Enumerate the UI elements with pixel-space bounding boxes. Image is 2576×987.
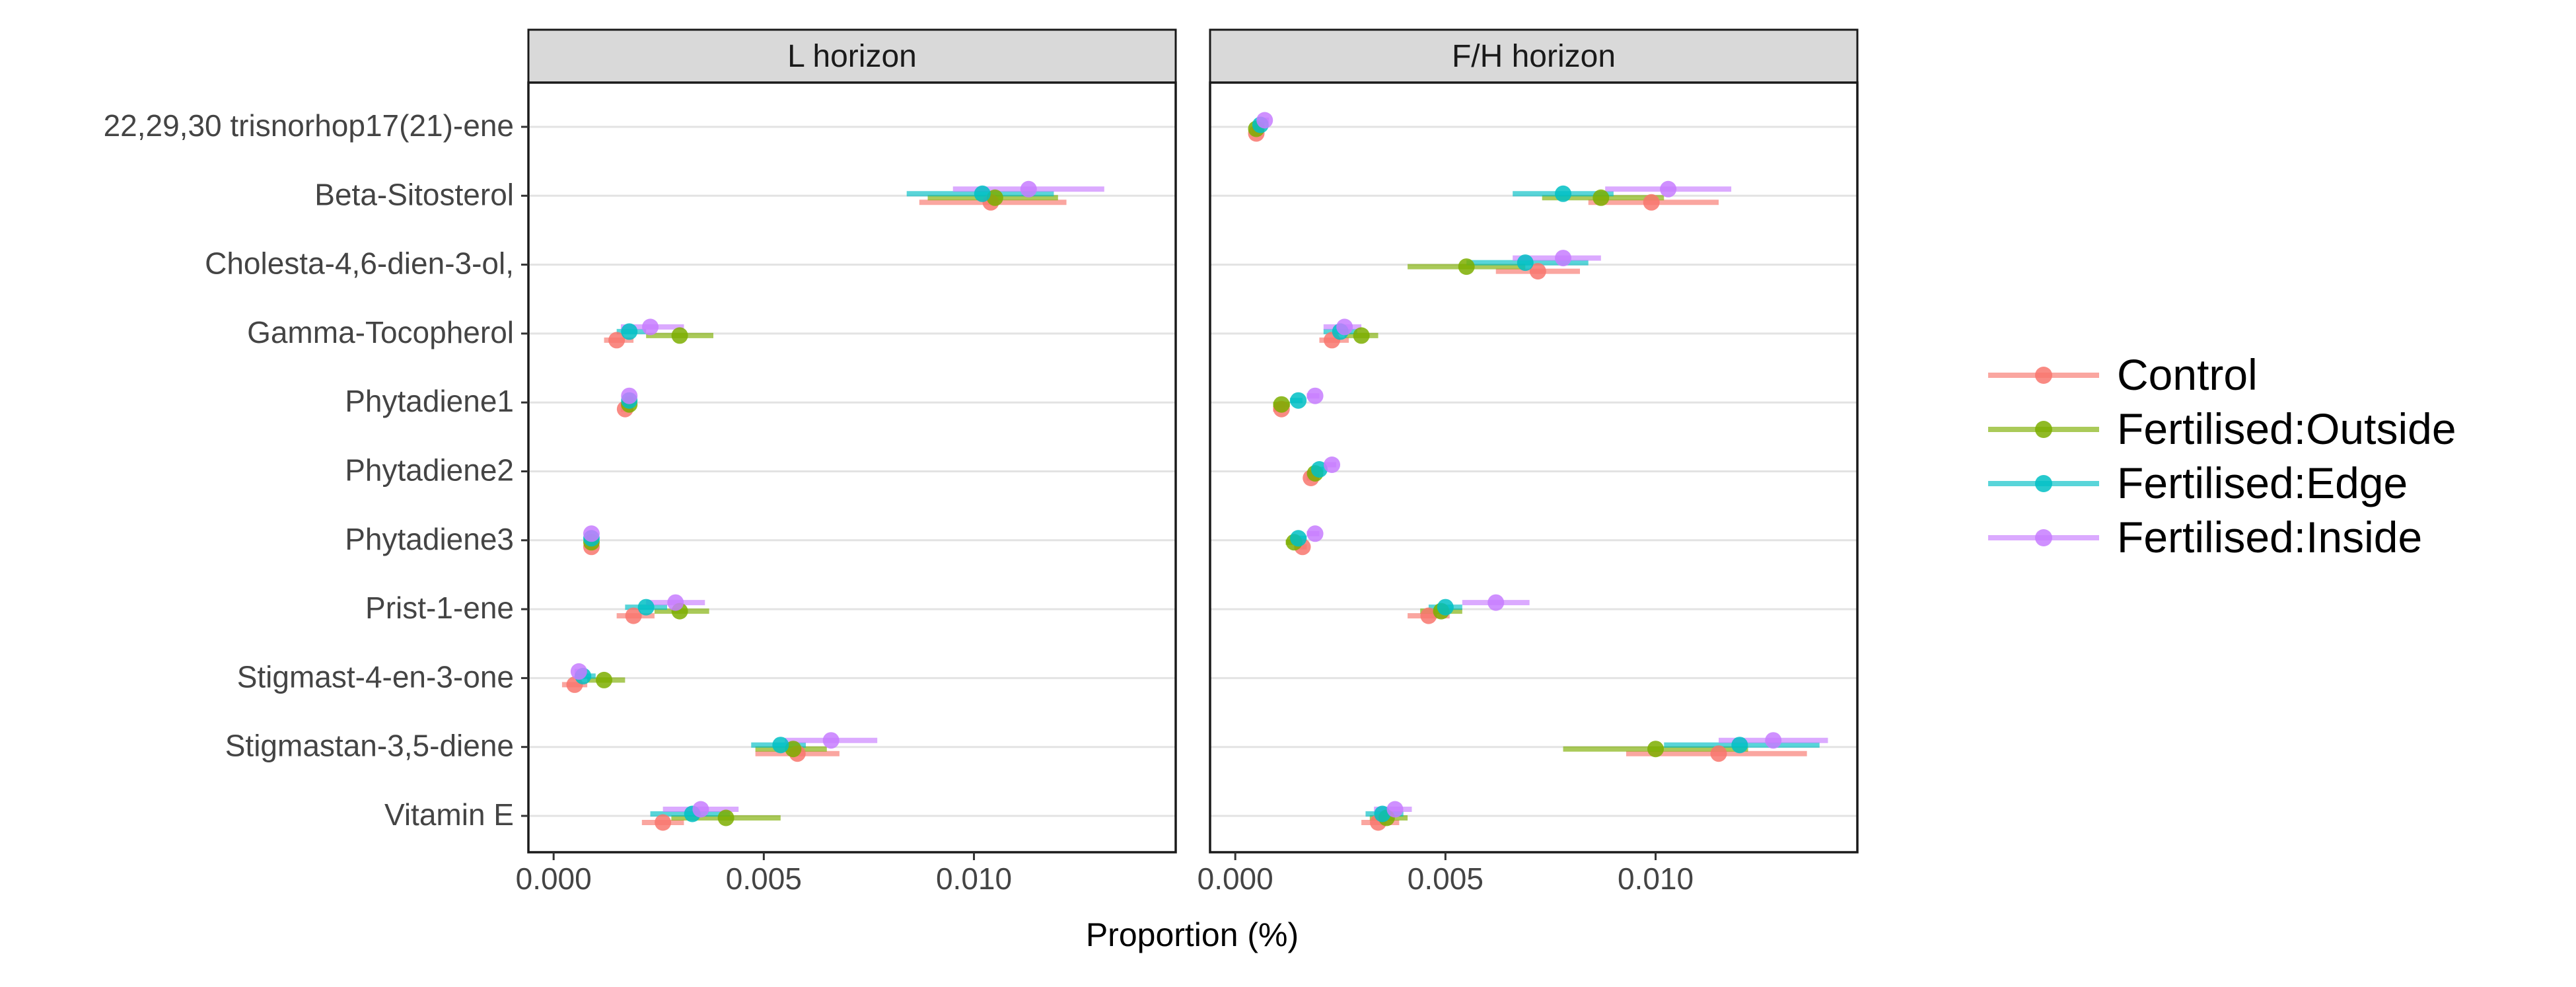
data-point — [1710, 745, 1727, 762]
legend-key-point — [2035, 529, 2052, 546]
data-point — [671, 327, 688, 344]
data-point — [1487, 594, 1505, 611]
data-point — [1353, 327, 1370, 344]
y-tick-label: Vitamin E — [384, 797, 514, 832]
data-point — [1517, 254, 1534, 272]
data-point — [1458, 258, 1475, 275]
data-point — [1555, 250, 1572, 267]
panels: L horizon 0.000 0.005 0.010 F/H horizon 0.000… — [516, 28, 1859, 896]
data-point — [1374, 805, 1391, 822]
data-point — [608, 332, 626, 349]
x-tick-label: 0.010 — [1618, 861, 1694, 896]
data-point — [1592, 189, 1610, 206]
data-point — [621, 323, 638, 340]
y-tick-label: Gamma-Tocopherol — [247, 315, 514, 349]
data-point — [1020, 180, 1037, 198]
data-point — [1310, 461, 1328, 478]
legend-key-point — [2035, 421, 2052, 438]
facet-title: F/H horizon — [1452, 39, 1616, 74]
data-point — [1290, 392, 1307, 409]
y-tick-label: Beta-Sitosterol — [314, 177, 514, 211]
data-point — [1420, 607, 1437, 624]
legend-label: Fertilised:Inside — [2117, 513, 2422, 562]
data-point — [570, 663, 587, 680]
data-point — [1306, 525, 1324, 542]
data-point — [625, 607, 642, 624]
data-point — [667, 594, 684, 611]
data-point — [1660, 180, 1677, 198]
data-point — [1765, 732, 1782, 749]
panel-border — [527, 81, 1177, 854]
legend: Control Fertilised:Outside Fertilised:Edge… — [1988, 350, 2456, 562]
legend-item: Fertilised:Inside — [1988, 513, 2422, 562]
data-point — [1555, 185, 1572, 202]
data-point — [621, 387, 638, 404]
data-point — [1386, 801, 1404, 818]
plot-background — [528, 83, 1176, 852]
y-tick-label: Stigmast-4-en-3-one — [237, 659, 514, 694]
legend-key-point — [2035, 475, 2052, 492]
legend-item: Control — [1988, 350, 2258, 399]
data-point — [1731, 737, 1748, 754]
data-point — [1273, 396, 1290, 413]
plot-background — [1210, 83, 1857, 852]
data-point — [1336, 318, 1353, 336]
panel-fh-horizon: F/H horizon 0.000 0.005 0.010 — [1198, 28, 1859, 896]
panel-l-horizon: L horizon 0.000 0.005 0.010 — [516, 28, 1177, 896]
y-tick-label: Phytadiene3 — [345, 522, 514, 556]
data-point — [596, 671, 613, 688]
data-point — [785, 741, 802, 758]
y-tick-label: 22,29,30 trisnorhop17(21)-ene — [104, 108, 514, 143]
facet-strip — [1209, 28, 1859, 84]
data-point — [655, 814, 672, 831]
y-tick-label: Phytadiene1 — [345, 384, 514, 418]
data-point — [772, 737, 789, 754]
x-tick-label: 0.005 — [726, 861, 802, 896]
data-point — [1324, 457, 1341, 473]
legend-item: Fertilised:Edge — [1988, 458, 2408, 507]
x-tick-label: 0.010 — [936, 861, 1012, 896]
y-tick-label: Prist-1-ene — [365, 591, 514, 625]
legend-key-point — [2035, 367, 2052, 384]
data-point — [1306, 387, 1324, 404]
data-point — [974, 185, 991, 202]
legend-label: Control — [2117, 350, 2258, 399]
x-tick-label: 0.000 — [1198, 861, 1273, 896]
x-tick-label: 0.000 — [516, 861, 592, 896]
data-point — [822, 732, 840, 749]
data-point — [1437, 599, 1454, 616]
legend-label: Fertilised:Edge — [2117, 458, 2408, 507]
data-point — [1647, 741, 1664, 758]
data-point — [637, 599, 655, 616]
y-tick-label: Cholesta-4,6-dien-3-ol, — [205, 246, 514, 281]
data-point — [583, 525, 600, 542]
panel-border — [1209, 81, 1859, 854]
data-point — [986, 189, 1003, 206]
y-tick-label: Phytadiene2 — [345, 453, 514, 488]
data-point — [692, 801, 709, 818]
data-point — [1256, 112, 1273, 129]
x-axis-title: Proportion (%) — [1086, 916, 1299, 953]
facet-title: L horizon — [787, 39, 917, 74]
data-point — [1529, 263, 1546, 280]
facet-strip — [527, 28, 1177, 84]
data-point — [1290, 530, 1307, 547]
legend-item: Fertilised:Outside — [1988, 404, 2456, 453]
data-point — [1643, 194, 1660, 211]
data-point — [717, 809, 734, 826]
y-axis-labels: 22,29,30 trisnorhop17(21)-ene Beta-Sitost… — [104, 108, 528, 832]
y-tick-label: Stigmastan-3,5-diene — [225, 729, 514, 763]
legend-label: Fertilised:Outside — [2117, 404, 2456, 453]
x-tick-label: 0.005 — [1408, 861, 1484, 896]
data-point — [642, 318, 659, 336]
